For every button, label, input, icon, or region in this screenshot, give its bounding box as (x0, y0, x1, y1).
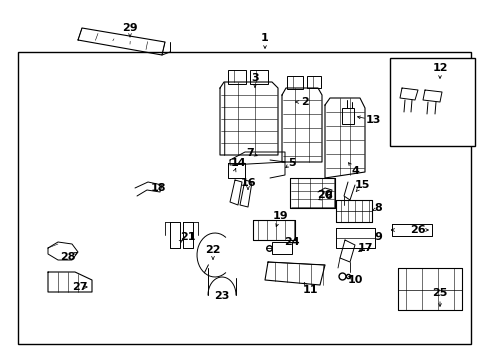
Text: 5: 5 (287, 158, 295, 168)
Text: 1: 1 (261, 33, 268, 43)
Text: 2: 2 (301, 97, 308, 107)
Bar (389, 58, 474, 146)
Text: 4: 4 (350, 166, 358, 176)
Text: 6: 6 (324, 191, 331, 201)
Bar (341, 108, 353, 124)
Text: 22: 22 (205, 245, 220, 255)
Text: 11: 11 (302, 285, 317, 295)
Bar (249, 70, 267, 84)
Bar (306, 76, 320, 88)
Text: 14: 14 (230, 158, 245, 168)
Bar (18, 52, 470, 344)
Text: 25: 25 (431, 288, 447, 298)
Text: 13: 13 (365, 115, 380, 125)
Text: 7: 7 (245, 148, 253, 158)
Text: 18: 18 (150, 183, 165, 193)
Bar (286, 76, 303, 89)
Text: 29: 29 (122, 23, 138, 33)
Text: 21: 21 (180, 232, 195, 242)
Text: 23: 23 (214, 291, 229, 301)
Bar (271, 242, 291, 254)
Text: 17: 17 (357, 243, 372, 253)
Text: 3: 3 (251, 73, 258, 83)
Text: 24: 24 (284, 237, 299, 247)
Text: 10: 10 (346, 275, 362, 285)
Bar (227, 70, 245, 84)
Text: 19: 19 (272, 211, 287, 221)
Text: 20: 20 (317, 190, 332, 200)
Text: 15: 15 (354, 180, 369, 190)
Text: 16: 16 (240, 178, 255, 188)
Text: 26: 26 (409, 225, 425, 235)
Text: 28: 28 (60, 252, 76, 262)
Text: 27: 27 (72, 282, 87, 292)
Text: 8: 8 (373, 203, 381, 213)
Text: 12: 12 (431, 63, 447, 73)
Text: 9: 9 (373, 232, 381, 242)
